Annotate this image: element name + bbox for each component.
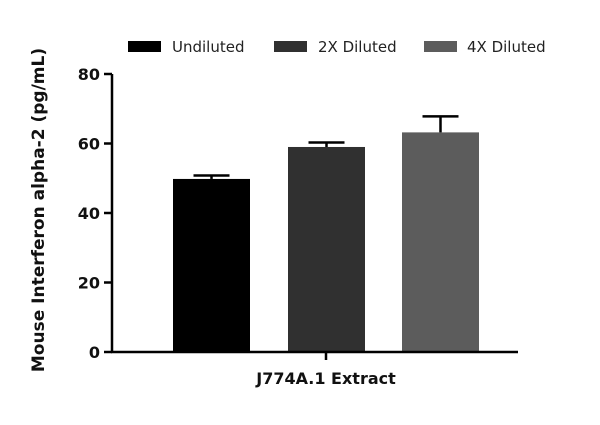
axes: 0 20 40 60 80 J774A.1 Extract (78, 65, 518, 388)
y-tick-label: 20 (78, 274, 100, 293)
legend: Undiluted 2X Diluted 4X Diluted (128, 38, 546, 56)
legend-label: 4X Diluted (467, 38, 546, 56)
y-tick-label: 60 (78, 135, 100, 154)
y-tick-label: 0 (89, 343, 100, 362)
y-axis-title: Mouse Interferon alpha-2 (pg/mL) (29, 48, 49, 372)
legend-swatch (424, 41, 457, 52)
y-tick-label: 40 (78, 204, 100, 223)
legend-swatch (128, 41, 161, 52)
legend-swatch (274, 41, 307, 52)
legend-label: 2X Diluted (318, 38, 397, 56)
bar-undiluted (173, 178, 250, 352)
legend-label: Undiluted (172, 38, 244, 56)
bars (173, 115, 479, 352)
bar-2x-diluted (288, 146, 365, 352)
x-tick-label: J774A.1 Extract (255, 369, 396, 388)
y-tick-label: 80 (78, 65, 100, 84)
bar-4x-diluted (402, 132, 479, 352)
